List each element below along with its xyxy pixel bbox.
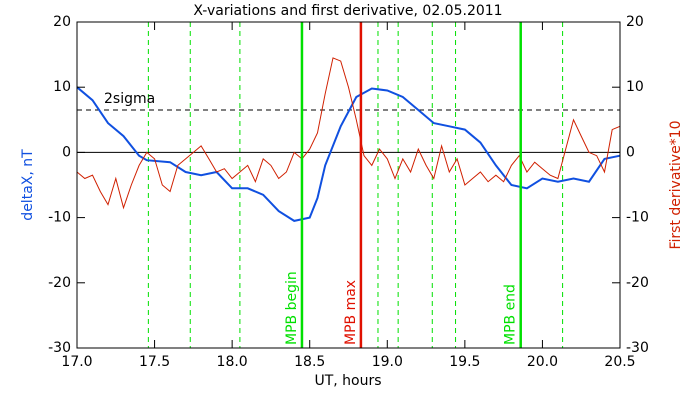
marker-label: MPB begin: [284, 271, 300, 345]
plot-frame: [76, 21, 621, 349]
y2-tick-label: 0: [626, 144, 635, 160]
hline-label: 2sigma: [104, 91, 155, 107]
x-tick-label: 17.5: [139, 354, 170, 370]
x-tick-label: 19.5: [449, 354, 480, 370]
x-tick-label: 18.0: [217, 354, 248, 370]
y-tick-label: 10: [53, 79, 71, 95]
y2-axis-label: First derivative*10: [668, 120, 684, 249]
y-tick-label: 0: [62, 144, 71, 160]
x-tick-label: 17.0: [61, 354, 92, 370]
series-line: [76, 57, 621, 210]
y2-tick-label: -30: [626, 340, 649, 356]
y2-tick-label: -20: [626, 275, 649, 291]
y-tick-label: -10: [48, 210, 71, 226]
y2-tick-label: 20: [626, 14, 644, 30]
x-tick-label: 20.5: [604, 354, 635, 370]
y2-tick-label: 10: [626, 79, 644, 95]
y-axis-label: deltaX, nT: [20, 149, 36, 221]
y2-tick-label: -10: [626, 210, 649, 226]
y-tick-label: 20: [53, 14, 71, 30]
x-tick-label: 19.0: [372, 354, 403, 370]
x-axis-label: UT, hours: [314, 373, 381, 389]
chart-title: X-variations and first derivative, 02.05…: [193, 3, 502, 19]
y-tick-label: -20: [48, 275, 71, 291]
marker-label: MPB end: [503, 284, 519, 345]
x-tick-label: 20.0: [527, 354, 558, 370]
marker-label: MPB max: [343, 280, 359, 345]
x-tick-label: 18.5: [294, 354, 325, 370]
y-tick-label: -30: [48, 340, 71, 356]
series-line: [76, 86, 621, 222]
